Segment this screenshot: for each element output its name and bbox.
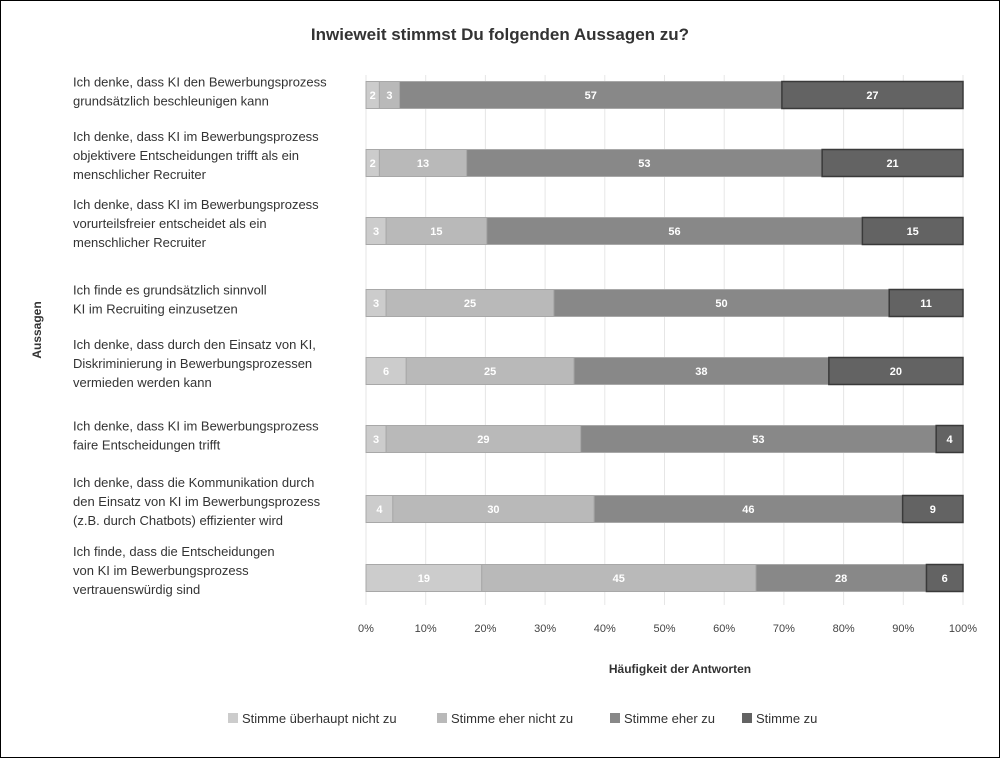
data-label: 6 xyxy=(383,366,389,378)
bar-segment xyxy=(861,216,964,246)
category-label: den Einsatz von KI im Bewerbungsprozess xyxy=(73,494,321,509)
category-label: vertrauenswürdig sind xyxy=(73,582,200,597)
data-label: 3 xyxy=(386,90,392,102)
data-label: 50 xyxy=(715,298,727,310)
bar-segment xyxy=(593,495,904,523)
legend-swatch xyxy=(437,713,447,723)
legend-swatch xyxy=(228,713,238,723)
category-label: menschlicher Recruiter xyxy=(73,167,207,182)
bar-segment xyxy=(392,495,595,523)
category-label: menschlicher Recruiter xyxy=(73,235,207,250)
data-label: 2 xyxy=(370,90,376,102)
data-label: 21 xyxy=(886,158,898,170)
bar-segment xyxy=(925,563,964,593)
bar-segment xyxy=(405,357,575,385)
category-label: vermieden werden kann xyxy=(73,375,212,390)
x-tick-label: 50% xyxy=(653,623,675,635)
data-label: 20 xyxy=(890,366,902,378)
data-label: 45 xyxy=(613,573,625,585)
data-label: 2 xyxy=(370,158,376,170)
bar-segment xyxy=(781,80,964,110)
data-label: 38 xyxy=(695,366,707,378)
data-label: 53 xyxy=(752,434,764,446)
bar-segment xyxy=(365,357,407,385)
data-label: 15 xyxy=(430,226,442,238)
category-label: Ich denke, dass durch den Einsatz von KI… xyxy=(73,337,316,352)
category-label: von KI im Bewerbungsprozess xyxy=(73,563,249,578)
data-label: 25 xyxy=(484,366,496,378)
data-label: 19 xyxy=(418,573,430,585)
category-label: Ich finde es grundsätzlich sinnvoll xyxy=(73,283,267,298)
bar-segment xyxy=(821,148,964,178)
legend-label: Stimme überhaupt nicht zu xyxy=(242,711,397,726)
legend-swatch xyxy=(742,713,752,723)
data-label: 29 xyxy=(477,434,489,446)
bar-segment xyxy=(486,217,863,245)
data-label: 6 xyxy=(942,573,948,585)
category-label: Ich denke, dass KI im Bewerbungsprozess xyxy=(73,129,319,144)
data-label: 4 xyxy=(947,434,954,446)
x-axis-label: Häufigkeit der Antworten xyxy=(609,662,751,676)
category-label: vorurteilsfreier entscheidet als ein xyxy=(73,216,267,231)
category-label: objektivere Entscheidungen trifft als ei… xyxy=(73,148,299,163)
data-label: 28 xyxy=(835,573,847,585)
data-label: 25 xyxy=(464,298,476,310)
bar-segment xyxy=(573,357,830,385)
category-label: Ich denke, dass die Kommunikation durch xyxy=(73,475,314,490)
y-axis-label: Aussagen xyxy=(30,301,44,358)
category-label: Ich finde, dass die Entscheidungen xyxy=(73,544,275,559)
x-tick-label: 0% xyxy=(358,623,374,635)
category-label: (z.B. durch Chatbots) effizienter wird xyxy=(73,513,283,528)
x-tick-label: 90% xyxy=(892,623,914,635)
category-label: Ich denke, dass KI im Bewerbungsprozess xyxy=(73,197,319,212)
category-label: Ich denke, dass KI im Bewerbungsprozess xyxy=(73,419,319,434)
bar-segment xyxy=(553,289,890,317)
bar-segment xyxy=(901,494,964,524)
data-label: 57 xyxy=(585,90,597,102)
x-tick-label: 60% xyxy=(713,623,735,635)
category-label: grundsätzlich beschleunigen kann xyxy=(73,94,269,109)
chart-title: Inwieweit stimmst Du folgenden Aussagen … xyxy=(311,25,689,44)
bar-segment xyxy=(935,424,964,454)
category-label: faire Entscheidungen trifft xyxy=(73,438,221,453)
data-label: 15 xyxy=(907,226,919,238)
x-tick-label: 70% xyxy=(773,623,795,635)
x-tick-label: 40% xyxy=(594,623,616,635)
data-label: 27 xyxy=(866,90,878,102)
bar-segment xyxy=(828,356,964,386)
legend-swatch xyxy=(610,713,620,723)
x-tick-label: 100% xyxy=(949,623,977,635)
x-tick-label: 30% xyxy=(534,623,556,635)
legend-label: Stimme eher nicht zu xyxy=(451,711,573,726)
data-label: 9 xyxy=(930,504,936,516)
category-label: Ich denke, dass KI den Bewerbungsprozess xyxy=(73,75,327,90)
x-tick-label: 80% xyxy=(833,623,855,635)
legend-label: Stimme eher zu xyxy=(624,711,715,726)
category-label: Diskriminierung in Bewerbungsprozessen xyxy=(73,356,312,371)
data-label: 56 xyxy=(668,226,680,238)
x-tick-label: 20% xyxy=(474,623,496,635)
bar-segment xyxy=(888,288,964,318)
data-label: 30 xyxy=(487,504,499,516)
x-tick-label: 10% xyxy=(415,623,437,635)
bar-segment xyxy=(385,289,555,317)
data-label: 13 xyxy=(417,158,429,170)
bar-segment xyxy=(481,564,757,592)
bar-segment xyxy=(385,425,582,453)
data-label: 3 xyxy=(373,434,379,446)
data-label: 46 xyxy=(742,504,754,516)
data-label: 11 xyxy=(920,298,932,310)
category-label: KI im Recruiting einzusetzen xyxy=(73,302,238,317)
data-label: 53 xyxy=(638,158,650,170)
data-label: 4 xyxy=(376,504,383,516)
data-label: 3 xyxy=(373,298,379,310)
legend-label: Stimme zu xyxy=(756,711,817,726)
data-label: 3 xyxy=(373,226,379,238)
